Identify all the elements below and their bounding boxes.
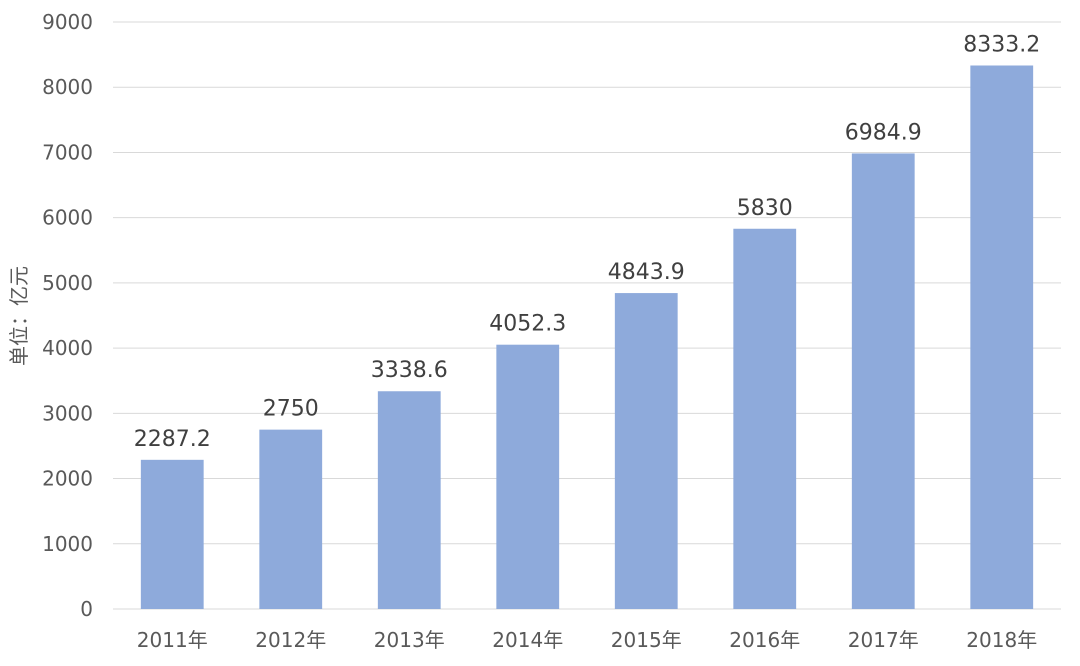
- x-tick-label: 2014年: [492, 628, 563, 652]
- bar: [140, 459, 204, 609]
- bar: [851, 153, 915, 609]
- bar: [259, 429, 323, 609]
- x-tick-label: 2012年: [255, 628, 326, 652]
- data-label: 2750: [263, 397, 319, 422]
- data-label: 3338.6: [371, 358, 448, 383]
- bars: [140, 65, 1034, 610]
- y-tick-label: 6000: [42, 206, 93, 230]
- y-tick-labels: 0 1000 2000 3000 4000 5000 6000 7000 8000 9000: [42, 10, 93, 621]
- bar: [970, 65, 1034, 610]
- bar: [377, 391, 441, 609]
- data-labels: 2287.2 2750 3338.6 4052.3 4843.9 5830 6984.9 83…: [134, 32, 1040, 451]
- bar: [614, 293, 678, 609]
- bar: [496, 344, 560, 609]
- bar: [733, 228, 797, 609]
- x-tick-label: 2018年: [966, 628, 1037, 652]
- data-label: 4052.3: [489, 312, 566, 337]
- y-tick-label: 9000: [42, 10, 93, 34]
- y-axis-label: 单位：亿元: [7, 266, 31, 366]
- y-tick-label: 5000: [42, 271, 93, 295]
- y-tick-label: 7000: [42, 140, 93, 164]
- y-tick-label: 0: [80, 597, 93, 621]
- x-tick-label: 2013年: [374, 628, 445, 652]
- data-label: 6984.9: [845, 120, 922, 145]
- x-tick-label: 2011年: [137, 628, 208, 652]
- data-label: 4843.9: [608, 260, 685, 285]
- data-label: 8333.2: [963, 32, 1040, 57]
- y-tick-label: 1000: [42, 532, 93, 556]
- x-tick-label: 2015年: [611, 628, 682, 652]
- y-tick-label: 4000: [42, 336, 93, 360]
- x-tick-labels: 2011年 2012年 2013年 2014年 2015年 2016年 2017年 2018年: [137, 628, 1037, 652]
- x-tick-label: 2016年: [729, 628, 800, 652]
- data-label: 2287.2: [134, 427, 211, 452]
- data-label: 5830: [737, 196, 793, 221]
- y-tick-label: 2000: [42, 467, 93, 491]
- y-tick-label: 3000: [42, 401, 93, 425]
- grid-lines: [113, 21, 1061, 610]
- x-tick-label: 2017年: [848, 628, 919, 652]
- y-tick-label: 8000: [42, 75, 93, 99]
